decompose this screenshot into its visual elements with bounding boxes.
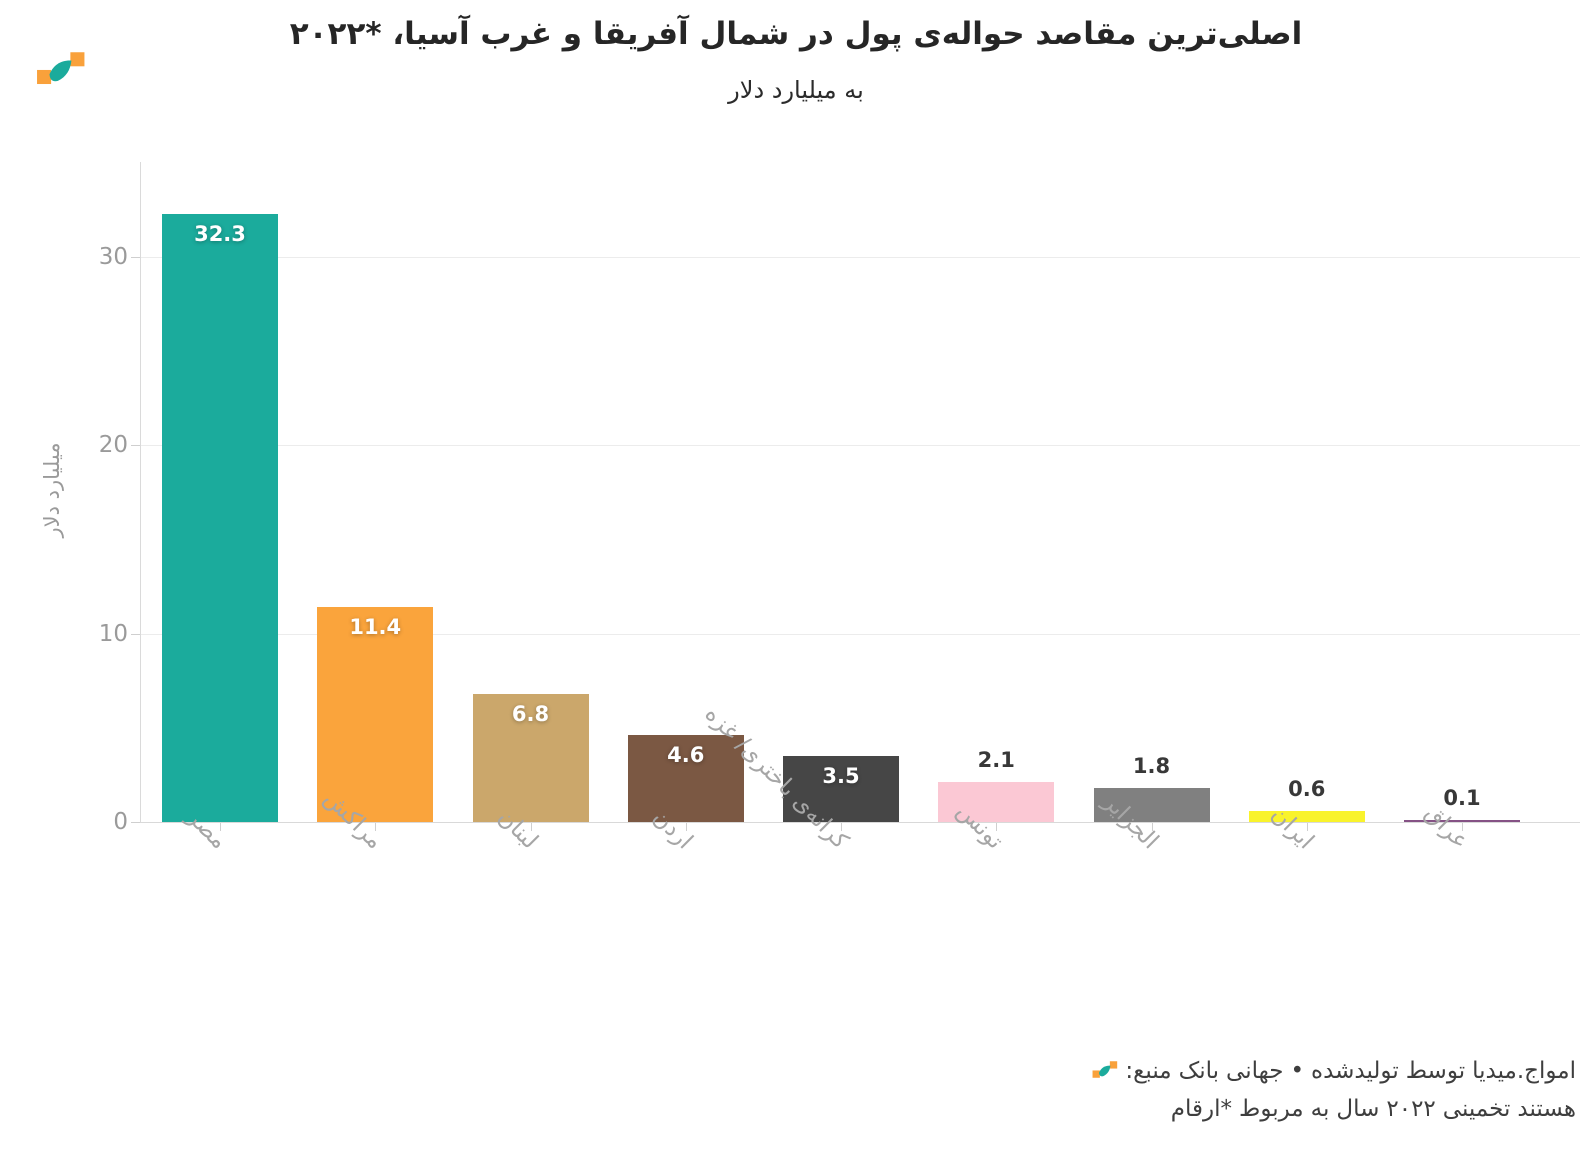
footer-word: توسط (1405, 1057, 1466, 1084)
y-axis-line (140, 162, 141, 822)
y-tick-mark-30 (131, 257, 140, 259)
bar-value-label-1: 11.4 (349, 615, 402, 639)
footer-word: به (1310, 1095, 1330, 1122)
bar-5 (938, 782, 1055, 822)
footer-word: • (1290, 1057, 1305, 1084)
footer-word: سال (1336, 1095, 1380, 1122)
bar-value-label-5: 2.1 (977, 748, 1015, 772)
x-axis-label-7: ایران (1265, 801, 1319, 855)
x-tick-mark-1 (375, 823, 377, 831)
y-tick-mark-20 (131, 445, 140, 447)
x-tick-mark-2 (530, 823, 532, 831)
footer: منبع: بانک جهانی • تولیدشده توسط امواج.میدیا *… (1092, 1052, 1576, 1128)
bar-0 (162, 214, 278, 822)
bar-value-label-8: 0.1 (1443, 786, 1481, 810)
footer-word: بانک (1178, 1057, 1220, 1084)
bar-6 (1093, 788, 1210, 822)
y-tick-label-10: 10 (98, 620, 128, 647)
footer-word: مربوط (1239, 1095, 1304, 1122)
bar-8 (1404, 820, 1520, 822)
x-tick-mark-3 (685, 823, 687, 831)
footer-word: *ارقام (1170, 1095, 1233, 1122)
footer-note-line: *ارقام مربوط به سال ۲۰۲۲ تخمینی هستند (1092, 1090, 1576, 1128)
y-tick-label-0: 0 (113, 809, 128, 835)
y-tick-mark-10 (131, 633, 140, 635)
bar-value-label-0: 32.3 (194, 222, 246, 246)
gridline-30 (140, 257, 1580, 259)
gridline-20 (140, 445, 1580, 447)
x-tick-mark-0 (220, 823, 221, 831)
bar-value-label-2: 6.8 (511, 702, 550, 726)
bar-value-label-6: 1.8 (1132, 754, 1171, 778)
bar-value-label-4: 3.5 (822, 764, 860, 788)
bar-value-label-3: 4.6 (667, 743, 705, 767)
amwaj-footer-logo-icon (1092, 1061, 1118, 1078)
x-tick-mark-7 (1306, 823, 1308, 831)
chart-title: اصلی‌ترین مقاصد حواله‌ی پول در شمال آفری… (289, 16, 1303, 52)
footer-word: امواج.میدیا (1472, 1057, 1576, 1084)
amwaj-logo-icon (37, 52, 85, 85)
x-tick-mark-4 (841, 823, 842, 831)
y-tick-label-30: 30 (98, 244, 128, 271)
chart-subtitle: به میلیارد دلار (728, 76, 864, 104)
footer-word: جهانی (1226, 1057, 1284, 1084)
y-tick-label-20: 20 (98, 432, 128, 459)
x-tick-mark-5 (996, 823, 998, 831)
gridline-10 (140, 633, 1580, 635)
bar-7 (1248, 811, 1365, 822)
x-tick-mark-6 (1151, 823, 1153, 831)
bar-4 (783, 756, 899, 822)
x-axis-baseline (140, 822, 1580, 823)
bar-value-label-7: 0.6 (1288, 777, 1326, 801)
footer-word: تخمینی (1442, 1095, 1511, 1122)
footer-word: تولیدشده (1311, 1057, 1399, 1084)
footer-word: ۲۰۲۲ (1386, 1095, 1436, 1122)
bar-3 (627, 735, 744, 822)
footer-word: منبع: (1125, 1057, 1172, 1084)
bar-2 (472, 694, 589, 822)
bar-1 (317, 607, 434, 822)
y-tick-mark-0 (131, 822, 140, 823)
footer-word: هستند (1517, 1095, 1576, 1122)
x-tick-mark-8 (1462, 823, 1463, 831)
footer-source-line: منبع: بانک جهانی • تولیدشده توسط امواج.میدیا (1092, 1052, 1576, 1090)
